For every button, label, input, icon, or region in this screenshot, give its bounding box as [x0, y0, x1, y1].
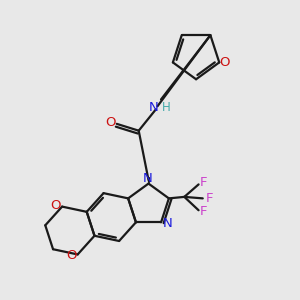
Text: N: N — [149, 101, 159, 114]
Text: O: O — [218, 55, 231, 70]
Text: O: O — [219, 56, 230, 69]
Text: O: O — [103, 115, 117, 130]
Text: O: O — [105, 116, 116, 129]
Text: N: N — [143, 172, 153, 185]
Text: F: F — [204, 191, 215, 206]
Text: O: O — [64, 248, 78, 263]
Text: N: N — [161, 216, 174, 231]
Text: F: F — [200, 176, 208, 189]
Text: O: O — [49, 198, 62, 213]
Text: F: F — [206, 192, 213, 205]
Text: N: N — [141, 171, 155, 186]
Text: F: F — [198, 204, 209, 219]
Text: O: O — [66, 249, 76, 262]
Text: F: F — [198, 176, 209, 190]
Text: N: N — [163, 217, 172, 230]
Text: H: H — [161, 101, 170, 114]
Text: F: F — [200, 205, 208, 218]
Text: N: N — [147, 100, 160, 115]
Text: O: O — [50, 199, 61, 212]
